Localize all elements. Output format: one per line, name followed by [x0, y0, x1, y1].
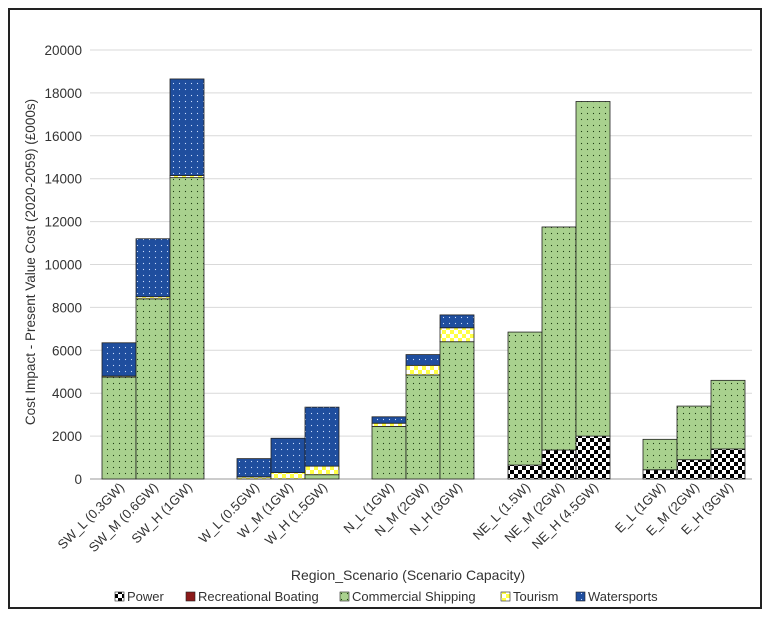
- bar-segment: [676, 405, 712, 461]
- bar-segment: [371, 426, 407, 480]
- bar-segment: [575, 101, 611, 437]
- bar-segment: [169, 78, 205, 176]
- y-tick-label: 4000: [52, 386, 82, 401]
- bar-segment: [270, 437, 306, 473]
- bar-segment: [371, 422, 407, 427]
- bar-segment: [439, 327, 475, 343]
- legend-label: Power: [127, 589, 165, 604]
- bar-segment: [270, 472, 306, 480]
- bar-segment: [642, 469, 678, 480]
- bar-segment: [135, 238, 171, 298]
- legend-label: Watersports: [588, 589, 658, 604]
- bar-segment: [371, 416, 407, 424]
- bar-segment: [135, 298, 171, 480]
- y-tick-label: 6000: [52, 343, 82, 358]
- legend-swatch: [339, 591, 350, 602]
- bar-segment: [439, 314, 475, 329]
- bar-segment: [405, 374, 441, 480]
- legend-label: Commercial Shipping: [352, 589, 476, 604]
- bar-segment: [642, 438, 678, 471]
- legend-label: Tourism: [513, 589, 559, 604]
- y-tick-label: 8000: [52, 300, 82, 315]
- legend-swatch: [500, 591, 511, 602]
- bar-segment: [676, 459, 712, 480]
- bar-segment: [405, 354, 441, 366]
- bar-segment: [507, 331, 543, 466]
- y-tick-label: 20000: [44, 43, 82, 58]
- bar-segment: [507, 464, 543, 480]
- legend-swatch: [185, 591, 196, 602]
- x-tick-labels: SW_L (0.3GW)SW_M (0.6GW)SW_H (1GW) W_L (0…: [55, 480, 737, 555]
- bar-segment: [169, 177, 205, 480]
- y-tick-label: 0: [74, 472, 82, 487]
- bar-segment: [304, 406, 340, 467]
- legend-swatch: [575, 591, 586, 602]
- bar-segment: [304, 465, 340, 476]
- legend-label: Recreational Boating: [198, 589, 319, 604]
- bar-segment: [710, 379, 746, 450]
- y-tick-label: 16000: [44, 129, 82, 144]
- bar-segment: [405, 364, 441, 376]
- y-tick-label: 12000: [44, 215, 82, 230]
- x-axis-label: Region_Scenario (Scenario Capacity): [291, 567, 525, 583]
- bar-segment: [236, 458, 272, 478]
- y-tick-label: 2000: [52, 429, 82, 444]
- y-tick-labels: 0 2000 4000 6000 8000 10000 12000 14000 16000 180…: [44, 43, 82, 487]
- stacked-bar-chart: 0 2000 4000 6000 8000 10000 12000 14000 16000 180…: [23, 43, 752, 604]
- y-tick-label: 18000: [44, 86, 82, 101]
- bar-segment: [575, 435, 611, 480]
- bar-segment: [541, 226, 577, 451]
- legend: Power Recreational Boating Commercial Ship…: [114, 589, 658, 604]
- bar-marks: [101, 78, 746, 480]
- y-tick-label: 10000: [44, 258, 82, 273]
- y-tick-label: 14000: [44, 172, 82, 187]
- bar-segment: [541, 449, 577, 480]
- bar-segment: [101, 342, 137, 377]
- bar-segment: [101, 376, 137, 480]
- y-axis-label: Cost Impact - Present Value Cost (2020-2…: [23, 99, 38, 425]
- chart-frame: 0 2000 4000 6000 8000 10000 12000 14000 16000 180…: [8, 8, 762, 609]
- legend-swatch: [114, 591, 125, 602]
- bar-segment: [304, 474, 340, 480]
- bar-segment: [439, 341, 475, 480]
- bar-segment: [710, 448, 746, 480]
- x-tick-label: SW_H (1GW): [128, 480, 195, 547]
